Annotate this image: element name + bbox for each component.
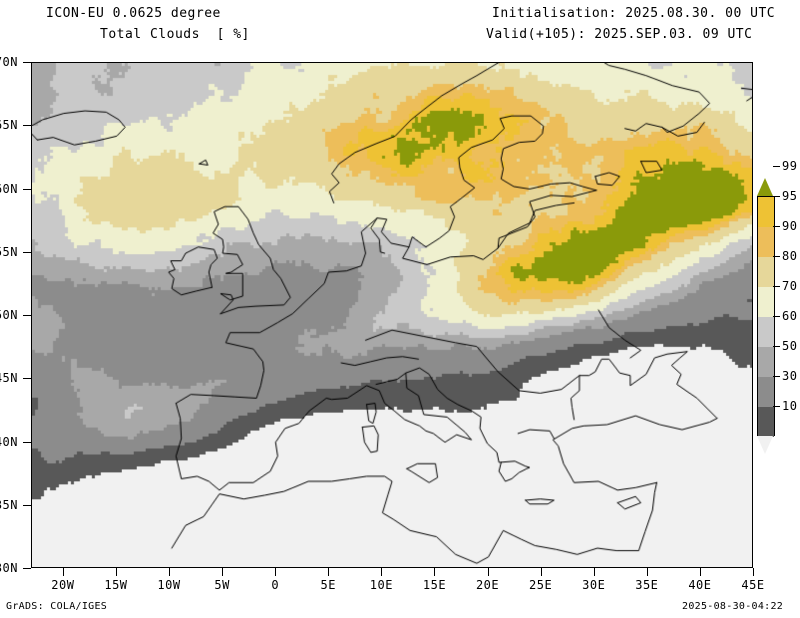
colorbar-band	[758, 226, 774, 257]
colorbar-tick-label: 60	[782, 309, 798, 323]
y-axis-label: 35N	[0, 497, 18, 512]
x-axis-tick	[487, 568, 489, 576]
y-axis-tick	[23, 378, 31, 380]
x-axis-label: 30E	[582, 578, 606, 592]
y-axis-tick	[23, 62, 31, 63]
colorbar-band	[758, 346, 774, 377]
colorbar-tick	[773, 256, 780, 257]
colorbar-tick	[773, 286, 780, 287]
y-axis-tick	[23, 568, 31, 569]
colorbar-above-max-arrow	[757, 178, 773, 196]
y-axis-tick	[23, 251, 31, 253]
x-axis-tick	[753, 568, 754, 576]
x-axis-tick	[434, 568, 436, 576]
x-axis-label: 45E	[741, 578, 765, 592]
x-axis-label: 5W	[214, 578, 230, 592]
x-axis-tick	[115, 568, 117, 576]
x-axis-tick	[540, 568, 542, 576]
y-axis-tick	[23, 441, 31, 443]
colorbar-band	[758, 196, 774, 227]
colorbar-tick-label: 50	[782, 339, 798, 353]
colorbar-tick-label: 95	[782, 189, 798, 203]
x-axis-tick	[646, 568, 648, 576]
cloud-cover-raster	[32, 63, 752, 567]
model-title: ICON-EU 0.0625 degree	[46, 6, 221, 21]
x-axis-tick	[328, 568, 330, 576]
x-axis-tick	[275, 568, 277, 576]
y-axis-label: 55N	[0, 244, 18, 259]
colorbar-tick-label: 10	[782, 399, 798, 413]
x-axis-tick	[381, 568, 383, 576]
y-axis-label: 70N	[0, 55, 18, 69]
colorbar-band	[758, 286, 774, 317]
y-axis-label: 50N	[0, 308, 18, 322]
grads-credit: GrADS: COLA/IGES	[6, 601, 108, 612]
y-axis-label: 60N	[0, 181, 18, 196]
colorbar-tick	[773, 196, 780, 197]
y-axis-tick	[23, 125, 31, 127]
x-axis-tick	[169, 568, 171, 576]
field-title: Total Clouds [ %]	[100, 27, 250, 42]
y-axis-label: 45N	[0, 371, 18, 386]
colorbar-tick-label: 90	[782, 219, 798, 233]
colorbar-tick	[773, 346, 780, 347]
y-axis-tick	[23, 315, 31, 316]
y-axis-tick	[23, 504, 31, 506]
x-axis-label: 40E	[688, 578, 712, 592]
x-axis-label: 0	[271, 578, 280, 592]
colorbar-band	[758, 316, 774, 347]
colorbar-band	[758, 406, 774, 437]
valid-time-label: Valid(+105): 2025.SEP.03. 09 UTC	[486, 27, 753, 42]
x-axis-tick	[699, 568, 701, 576]
colorbar-band	[758, 376, 774, 407]
x-axis-label: 25E	[529, 578, 553, 592]
colorbar-tick	[773, 316, 780, 317]
y-axis-label: 65N	[0, 118, 18, 133]
x-axis-tick	[62, 568, 64, 576]
colorbar-tick	[773, 376, 780, 377]
colorbar-tick-label: 99.5	[782, 159, 800, 173]
x-axis-label: 15W	[104, 578, 128, 592]
colorbar-below-min-arrow	[757, 436, 773, 454]
colorbar-tick	[773, 166, 780, 167]
colorbar-band	[758, 256, 774, 287]
x-axis-label: 35E	[635, 578, 659, 592]
render-timestamp: 2025-08-30-04:22	[682, 601, 784, 612]
x-axis-label: 10E	[369, 578, 393, 592]
x-axis-label: 15E	[422, 578, 447, 592]
x-axis-tick	[593, 568, 595, 576]
x-axis-label: 5E	[320, 578, 337, 592]
x-axis-label: 20E	[475, 578, 500, 592]
x-axis-label: 10W	[157, 578, 181, 592]
colorbar-tick-label: 80	[782, 249, 798, 263]
colorbar-tick	[773, 406, 780, 407]
x-axis-tick	[222, 568, 224, 576]
map-plot-area	[31, 62, 753, 568]
y-axis-label: 30N	[0, 561, 18, 575]
initialisation-label: Initialisation: 2025.08.30. 00 UTC	[492, 6, 776, 21]
y-axis-label: 40N	[0, 434, 18, 449]
y-axis-tick	[23, 188, 31, 190]
colorbar-tick-label: 70	[782, 279, 798, 293]
colorbar-tick-label: 30	[782, 369, 798, 383]
x-axis-label: 20W	[51, 578, 75, 592]
colorbar-tick	[773, 226, 780, 227]
